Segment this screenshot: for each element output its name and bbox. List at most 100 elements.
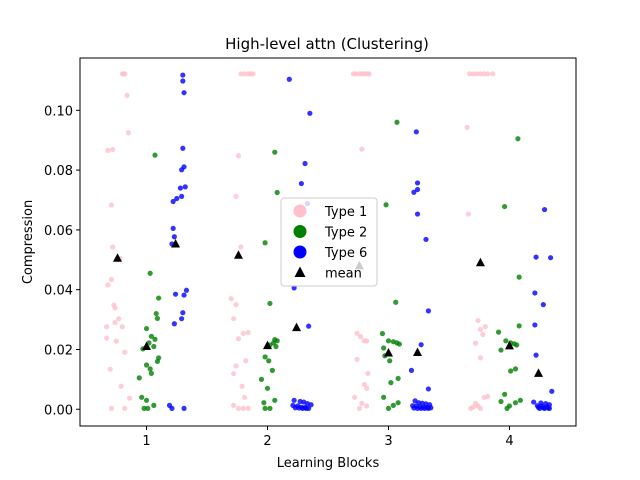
type-2-point-65 <box>514 342 520 348</box>
type-1-point-2 <box>122 71 128 77</box>
type-6-point-18 <box>179 316 185 322</box>
type-1-point-15 <box>112 319 118 326</box>
type-6-point-46 <box>414 186 421 193</box>
type-1-point-33 <box>238 244 244 250</box>
type-6-point-75 <box>532 322 538 328</box>
legend-marker-type-1 <box>293 204 307 218</box>
type-1-point-23 <box>127 395 133 401</box>
x-tick-label-2: 3 <box>384 434 392 449</box>
type-2-point-34 <box>258 376 265 382</box>
type-2-point-30 <box>273 343 279 350</box>
type-6-point-52 <box>408 367 415 373</box>
type-2-point-13 <box>143 362 150 368</box>
type-6-point-28 <box>291 285 297 291</box>
type-1-point-75 <box>485 71 491 77</box>
type-2-point-58 <box>502 203 508 210</box>
type-1-point-91 <box>477 405 484 411</box>
type-1-point-18 <box>113 338 119 344</box>
type-2-point-1 <box>147 270 153 276</box>
type-2-point-56 <box>385 405 392 411</box>
chart-title: High-level attn (Clustering) <box>225 35 429 53</box>
type-6-point-68 <box>422 405 428 411</box>
type-1-point-55 <box>366 71 372 77</box>
type-1-point-65 <box>364 385 370 391</box>
legend-label-type-6: Type 6 <box>324 246 367 261</box>
type-2-point-39 <box>267 405 273 411</box>
type-6-point-77 <box>549 388 555 394</box>
type-1-point-77 <box>464 124 470 130</box>
legend-label-type-1: Type 1 <box>324 205 367 220</box>
type-2-point-72 <box>512 400 519 406</box>
type-2-point-4 <box>154 315 161 321</box>
legend-box <box>280 197 378 287</box>
type-1-point-7 <box>108 202 115 208</box>
type-6-point-3 <box>180 145 186 151</box>
type-6-point-89 <box>541 405 548 411</box>
type-2-point-25 <box>267 300 273 307</box>
type-1-point-74 <box>481 71 487 77</box>
type-2-point-38 <box>262 405 268 411</box>
y-tick-label-3: 0.06 <box>44 224 73 239</box>
type-6-point-76 <box>533 352 539 358</box>
mean-point-0 <box>113 253 123 262</box>
type-1-point-80 <box>477 326 484 333</box>
type-1-point-14 <box>116 316 122 322</box>
type-6-point-14 <box>183 287 190 293</box>
type-2-point-19 <box>151 402 157 408</box>
type-2-point-59 <box>516 274 522 280</box>
type-2-point-37 <box>261 400 267 406</box>
type-2-point-35 <box>264 385 271 391</box>
type-1-point-11 <box>105 282 111 288</box>
type-6-point-48 <box>414 211 421 217</box>
type-6-point-5 <box>179 167 185 173</box>
mean-point-7 <box>383 348 393 357</box>
type-6-point-67 <box>418 405 424 411</box>
type-1-point-83 <box>472 340 479 346</box>
type-6-point-11 <box>170 225 176 231</box>
type-2-point-62 <box>503 338 509 344</box>
type-1-point-16 <box>104 324 110 330</box>
type-2-point-57 <box>515 136 521 142</box>
type-1-point-19 <box>104 335 110 341</box>
type-1-point-46 <box>235 405 242 411</box>
type-6-point-70 <box>541 206 548 213</box>
type-6-point-45 <box>414 180 421 186</box>
type-1-point-84 <box>477 355 484 361</box>
type-2-point-5 <box>143 325 150 332</box>
type-6-point-71 <box>547 255 554 261</box>
type-2-point-40 <box>394 119 400 125</box>
type-6-point-26 <box>298 180 304 187</box>
type-1-point-35 <box>233 302 239 308</box>
type-2-point-54 <box>395 400 401 406</box>
type-2-point-2 <box>156 295 162 301</box>
type-1-point-21 <box>107 366 113 372</box>
type-1-point-45 <box>231 402 237 408</box>
type-6-point-30 <box>291 397 297 403</box>
type-6-point-6 <box>177 185 184 191</box>
type-2-point-55 <box>390 402 396 408</box>
type-1-point-27 <box>241 71 248 77</box>
type-1-point-61 <box>364 338 370 344</box>
type-6-point-22 <box>181 405 187 411</box>
legend: Type 1 Type 2 Type 6 mean <box>280 197 378 287</box>
type-1-point-63 <box>365 370 371 376</box>
type-6-point-2 <box>181 90 187 96</box>
type-2-point-48 <box>381 345 387 351</box>
plot-frame <box>79 57 577 427</box>
type-6-point-8 <box>179 193 185 200</box>
type-6-point-10 <box>174 195 180 202</box>
legend-label-type-2: Type 2 <box>324 226 367 241</box>
type-2-point-21 <box>141 405 147 411</box>
type-1-point-39 <box>245 329 251 336</box>
type-1-point-34 <box>228 296 234 302</box>
type-6-point-69 <box>425 405 432 411</box>
type-6-point-73 <box>532 290 538 296</box>
type-6-point-50 <box>425 308 432 314</box>
mean-point-2 <box>142 341 152 350</box>
type-6-point-43 <box>306 405 312 411</box>
legend-marker-mean <box>294 266 306 277</box>
type-2-point-69 <box>502 391 508 397</box>
type-1-point-25 <box>122 405 128 411</box>
x-tick-label-3: 4 <box>505 434 513 449</box>
